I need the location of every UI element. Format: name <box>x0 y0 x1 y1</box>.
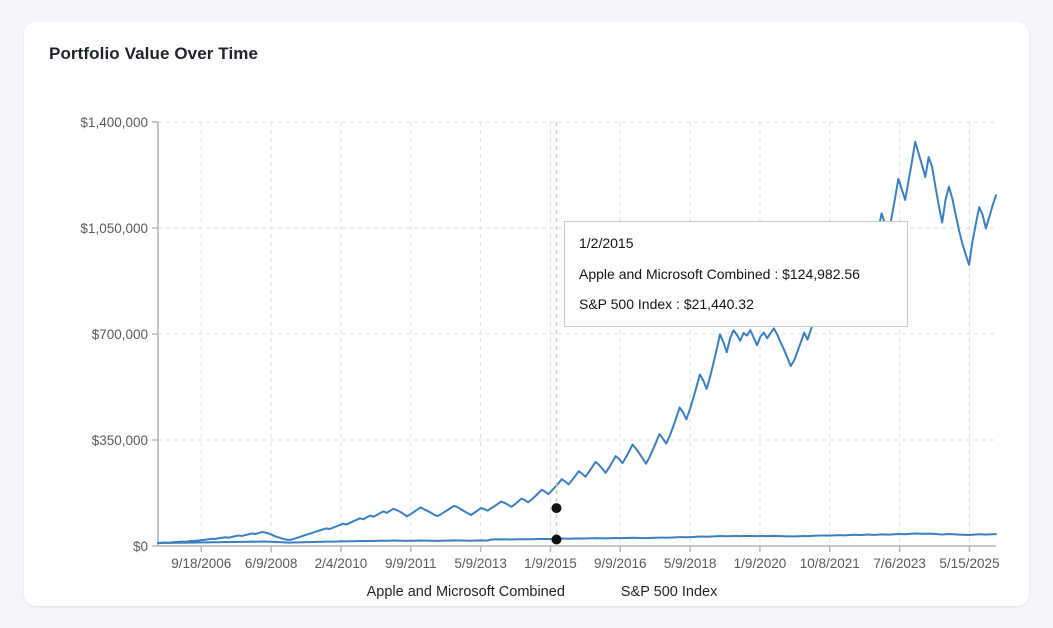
y-tick-label: $700,000 <box>92 327 148 342</box>
x-tick-label: 9/9/2011 <box>385 556 437 571</box>
chart-card: Portfolio Value Over Time $0 $350,000 $700… <box>24 22 1029 606</box>
x-tick-label: 10/8/2021 <box>800 556 860 571</box>
highlight-marker <box>551 503 562 514</box>
y-axis-tick-labels: $0 $350,000 $700,000 $1,050,000 $1,400,000 <box>80 115 148 554</box>
chart-plot-area[interactable]: $0 $350,000 $700,000 $1,050,000 $1,400,000 9… <box>24 22 1029 606</box>
y-axis <box>152 121 159 547</box>
page-title: Portfolio Value Over Time <box>49 44 259 63</box>
x-axis <box>158 545 996 552</box>
x-tick-label: 9/18/2006 <box>171 556 231 571</box>
x-tick-label: 5/15/2025 <box>939 556 999 571</box>
y-tick-label: $1,050,000 <box>80 221 148 236</box>
series-line[interactable] <box>157 140 997 544</box>
gridlines-vertical <box>200 122 970 546</box>
legend-item[interactable]: Apple and Microsoft Combined <box>367 584 565 600</box>
y-tick-label: $0 <box>133 539 148 554</box>
x-axis-tick-labels: 9/18/2006 6/9/2008 2/4/2010 9/9/2011 5/9/201… <box>171 556 999 571</box>
highlight-marker <box>551 534 562 545</box>
x-tick-label: 6/9/2008 <box>245 556 298 571</box>
x-tick-label: 5/9/2013 <box>454 556 507 571</box>
series-lines[interactable] <box>157 140 997 544</box>
portfolio-line-chart[interactable]: $0 $350,000 $700,000 $1,050,000 $1,400,000 9… <box>24 22 1029 606</box>
x-tick-label: 1/9/2020 <box>734 556 787 571</box>
tooltip-series-2: S&P 500 Index : $21,440.32 <box>579 296 754 313</box>
chart-legend[interactable]: Apple and Microsoft Combined S&P 500 Inde… <box>367 584 719 600</box>
legend-item[interactable]: S&P 500 Index <box>621 584 718 600</box>
x-tick-label: 9/9/2016 <box>594 556 647 571</box>
x-tick-label: 5/9/2018 <box>664 556 717 571</box>
y-tick-label: $350,000 <box>92 433 148 448</box>
y-tick-label: $1,400,000 <box>80 115 148 130</box>
x-tick-label: 1/9/2015 <box>524 556 577 571</box>
x-tick-label: 2/4/2010 <box>315 556 368 571</box>
tooltip-date: 1/2/2015 <box>579 235 634 251</box>
tooltip-series-1: Apple and Microsoft Combined : $124,982.… <box>579 265 860 282</box>
highlight-markers <box>551 503 562 545</box>
x-tick-label: 7/6/2023 <box>873 556 926 571</box>
series-line[interactable] <box>157 532 997 544</box>
chart-tooltip: 1/2/2015 Apple and Microsoft Combined : … <box>564 221 908 328</box>
